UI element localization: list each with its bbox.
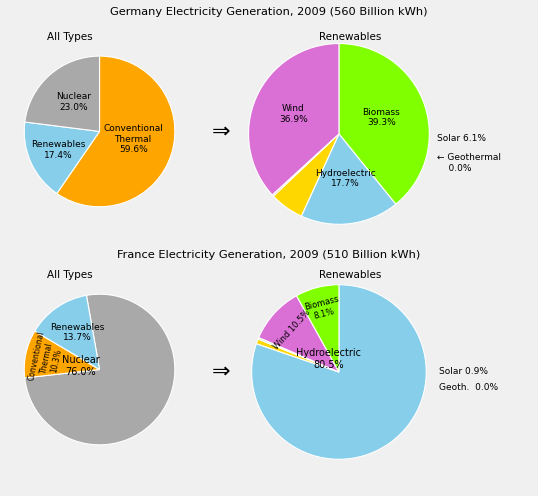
Text: Nuclear
76.0%: Nuclear 76.0% [62,355,100,376]
Wedge shape [339,44,429,204]
Wedge shape [259,296,339,372]
Text: Geoth.  0.0%: Geoth. 0.0% [440,383,498,392]
Text: Hydroelectric
80.5%: Hydroelectric 80.5% [296,348,361,370]
Wedge shape [25,294,175,445]
Text: Biomass
39.3%: Biomass 39.3% [363,108,400,127]
Wedge shape [25,56,100,131]
Text: Solar 0.9%: Solar 0.9% [440,368,489,376]
Text: Germany Electricity Generation, 2009 (560 Billion kWh): Germany Electricity Generation, 2009 (56… [110,7,428,17]
Wedge shape [272,134,339,196]
Text: Renewables
13.7%: Renewables 13.7% [51,322,105,342]
Text: Renewables: Renewables [318,270,381,280]
Wedge shape [24,122,100,193]
Wedge shape [57,56,175,207]
Text: Hydroelectric
17.7%: Hydroelectric 17.7% [315,169,376,188]
Wedge shape [24,331,100,378]
Wedge shape [249,44,339,195]
Wedge shape [301,134,396,224]
Text: France Electricity Generation, 2009 (510 Billion kWh): France Electricity Generation, 2009 (510… [117,250,421,260]
Text: ← Geothermal
    0.0%: ← Geothermal 0.0% [436,153,500,173]
Text: Nuclear
23.0%: Nuclear 23.0% [56,92,91,112]
Text: All Types: All Types [47,270,93,280]
Text: ⇒: ⇒ [211,362,230,382]
Text: Conventional
Thermal
59.6%: Conventional Thermal 59.6% [103,124,163,154]
Wedge shape [273,134,339,216]
Wedge shape [257,339,339,372]
Text: Biomass
8.1%: Biomass 8.1% [303,295,342,322]
Wedge shape [296,285,339,372]
Wedge shape [258,338,339,372]
Text: All Types: All Types [47,32,93,42]
Text: Wind
36.9%: Wind 36.9% [279,104,308,124]
Text: Solar 6.1%: Solar 6.1% [436,134,486,143]
Text: Wind 10.5%: Wind 10.5% [272,308,313,352]
Text: Renewables
17.4%: Renewables 17.4% [31,140,86,160]
Text: Conventional
Thermal
10.3%: Conventional Thermal 10.3% [26,330,66,386]
Text: ⇒: ⇒ [211,122,230,141]
Wedge shape [252,285,426,459]
Wedge shape [35,295,100,370]
Text: Renewables: Renewables [318,32,381,42]
